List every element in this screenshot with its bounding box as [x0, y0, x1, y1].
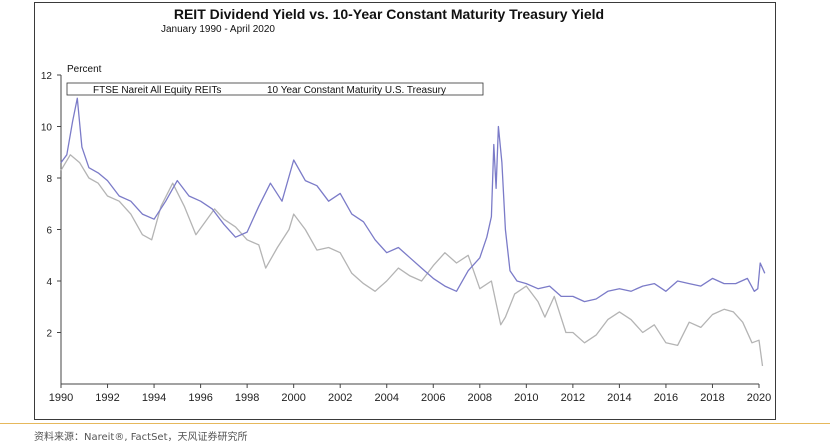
x-tick-label: 2014: [607, 392, 631, 404]
legend-item-treasury: 10 Year Constant Maturity U.S. Treasury: [267, 85, 446, 96]
x-tick-label: 2000: [281, 392, 305, 404]
source-note: 资料来源：Nareit®, FactSet，天风证券研究所: [34, 432, 248, 443]
y-tick-label: 4: [46, 277, 52, 288]
chart-subtitle: January 1990 - April 2020: [161, 24, 275, 35]
legend-box: [66, 82, 484, 96]
divider-line: [0, 423, 830, 424]
x-tick-label: 1992: [95, 392, 119, 404]
x-tick-label: 2020: [747, 392, 771, 404]
y-tick-label: 12: [41, 71, 53, 82]
legend: FTSE Nareit All Equity REITs 10 Year Con…: [66, 82, 484, 96]
x-tick-label: 1994: [142, 392, 166, 404]
x-tick-label: 2010: [514, 392, 538, 404]
chart-frame: REIT Dividend Yield vs. 10-Year Constant…: [34, 2, 776, 420]
x-tick-label: 2008: [468, 392, 492, 404]
x-tick-label: 2006: [421, 392, 445, 404]
series-line-reit-yield: [60, 97, 766, 303]
y-tick-label: 10: [41, 123, 53, 134]
series-line-treasury-yield: [60, 154, 764, 367]
y-tick-label: 2: [46, 329, 52, 340]
y-tick-label: 8: [46, 174, 52, 185]
x-tick-label: 2002: [328, 392, 352, 404]
x-tick-label: 1996: [188, 392, 212, 404]
chart-svg: REIT Dividend Yield vs. 10-Year Constant…: [41, 6, 771, 404]
x-tick-label: 2018: [700, 392, 724, 404]
y-axis-label: Percent: [67, 64, 102, 75]
y-tick-label: 6: [46, 226, 52, 237]
x-tick-label: 1990: [49, 392, 73, 404]
x-tick-label: 2004: [374, 392, 398, 404]
axes-layer: 2 4 6 8 10 12 1990 1992 1994 1996 1998 2000 2002 2004…: [41, 71, 771, 404]
x-tick-label: 1998: [235, 392, 259, 404]
chart-title: REIT Dividend Yield vs. 10-Year Constant…: [174, 6, 604, 22]
legend-item-reit: FTSE Nareit All Equity REITs: [93, 85, 221, 96]
series-layer: [60, 97, 766, 367]
x-tick-label: 2016: [654, 392, 678, 404]
x-tick-label: 2012: [561, 392, 585, 404]
